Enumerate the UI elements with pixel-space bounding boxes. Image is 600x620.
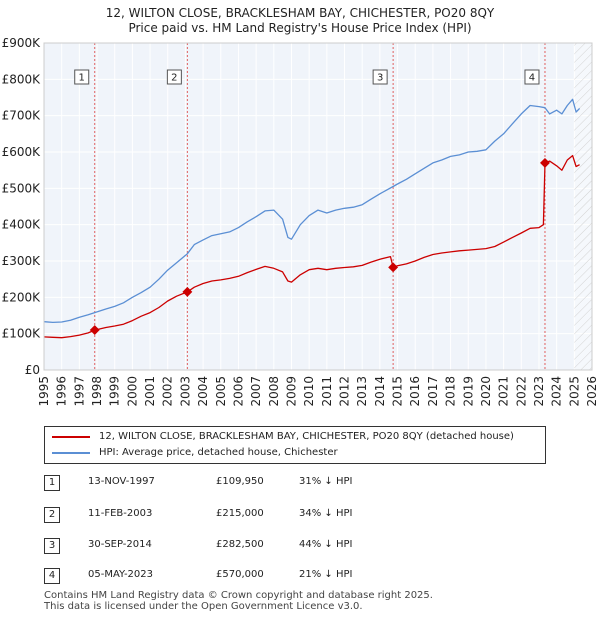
plot-border (43, 42, 593, 371)
sale-point (540, 157, 550, 168)
y-tick-label: £400K (2, 218, 42, 232)
sale-hpi-diff: 21% ↓ HPI (299, 569, 353, 580)
sale-marker-label: 1 (79, 73, 85, 84)
sale-date: 30-SEP-2014 (88, 539, 152, 550)
x-tick-label: 2000 (125, 376, 139, 407)
x-tick-label: 2014 (373, 376, 387, 407)
legend-swatch-hpi (52, 452, 90, 454)
sale-point (182, 286, 193, 297)
x-tick-label: 1998 (90, 376, 104, 407)
x-tick-label: 2012 (338, 376, 352, 407)
footer: Contains HM Land Registry data © Crown c… (44, 590, 433, 612)
y-tick-label: £900K (2, 36, 42, 50)
legend: 12, WILTON CLOSE, BRACKLESHAM BAY, CHICH… (44, 426, 546, 464)
footer-copyright: Contains HM Land Registry data © Crown c… (44, 590, 433, 601)
y-tick-label: £800K (2, 72, 42, 86)
x-tick-label: 2002 (161, 376, 175, 407)
y-tick-label: £600K (2, 145, 42, 159)
x-tick-label: 2013 (355, 376, 369, 407)
y-tick-label: £0 (25, 363, 40, 377)
sale-hpi-diff: 44% ↓ HPI (299, 539, 353, 550)
chart-title-line1: 12, WILTON CLOSE, BRACKLESHAM BAY, CHICH… (105, 6, 495, 20)
x-tick-label: 1999 (108, 376, 122, 407)
x-tick-label: 2021 (497, 376, 511, 407)
x-tick-label: 1996 (55, 376, 69, 407)
x-tick-label: 2016 (408, 376, 422, 407)
sale-date: 11-FEB-2003 (88, 508, 153, 519)
x-tick-label: 2024 (550, 376, 564, 407)
sale-row: 3 30-SEP-2014 £282,500 44% ↓ HPI (44, 537, 544, 555)
sale-date: 05-MAY-2023 (88, 569, 154, 580)
x-tick-label: 2004 (196, 376, 210, 407)
y-tick-label: £200K (2, 290, 42, 304)
plot-area (44, 43, 592, 370)
x-tick-label: 2019 (461, 376, 475, 407)
x-tick-label: 2006 (231, 376, 245, 407)
legend-label-property: 12, WILTON CLOSE, BRACKLESHAM BAY, CHICH… (99, 431, 514, 442)
legend-swatch-property (52, 436, 90, 438)
x-tick-label: 2007 (249, 376, 263, 407)
sale-point (388, 262, 399, 273)
sale-marker-box (372, 69, 388, 85)
footer-licence: This data is licensed under the Open Gov… (44, 601, 363, 612)
sale-marker-box (74, 69, 90, 85)
sale-number-badge: 4 (44, 568, 60, 584)
sale-row: 4 05-MAY-2023 £570,000 21% ↓ HPI (44, 567, 544, 585)
sale-row: 2 11-FEB-2003 £215,000 34% ↓ HPI (44, 506, 544, 524)
sale-marker-box (166, 69, 182, 85)
series-line-hpi (43, 98, 581, 324)
sale-row: 1 13-NOV-1997 £109,950 31% ↓ HPI (44, 474, 544, 492)
sale-date: 13-NOV-1997 (88, 476, 155, 487)
x-tick-label: 2011 (320, 376, 334, 407)
y-tick-label: £300K (2, 254, 42, 268)
x-tick-label: 2018 (444, 376, 458, 407)
sale-price: £215,000 (216, 508, 264, 519)
sale-hpi-diff: 34% ↓ HPI (299, 508, 353, 519)
sale-price: £282,500 (216, 539, 264, 550)
x-tick-label: 2003 (178, 376, 192, 407)
x-tick-label: 2008 (267, 376, 281, 407)
sale-marker-box (524, 69, 540, 85)
sale-marker-label: 4 (529, 73, 535, 84)
x-tick-label: 2020 (479, 376, 493, 407)
y-tick-label: £100K (2, 327, 42, 341)
x-tick-label: 1997 (72, 376, 86, 407)
sale-price: £570,000 (216, 569, 264, 580)
legend-label-hpi: HPI: Average price, detached house, Chic… (99, 447, 338, 458)
chart-title: 12, WILTON CLOSE, BRACKLESHAM BAY, CHICH… (0, 6, 600, 36)
x-tick-label: 2010 (302, 376, 316, 407)
sale-number-badge: 3 (44, 538, 60, 554)
chart-title-line2: Price paid vs. HM Land Registry's House … (128, 21, 472, 35)
sale-marker-label: 3 (377, 73, 383, 84)
y-tick-label: £700K (2, 109, 42, 123)
future-hatch-region (574, 43, 592, 370)
series-line-property (43, 154, 580, 339)
sale-number-badge: 2 (44, 507, 60, 523)
sale-marker-label: 2 (171, 73, 177, 84)
x-tick-label: 2017 (426, 376, 440, 407)
y-tick-label: £500K (2, 181, 42, 195)
x-tick-label: 2025 (567, 376, 581, 407)
x-tick-label: 2005 (214, 376, 228, 407)
x-tick-label: 2026 (585, 376, 599, 407)
x-tick-label: 2023 (532, 376, 546, 407)
x-tick-label: 2009 (284, 376, 298, 407)
x-tick-label: 2001 (143, 376, 157, 407)
sale-hpi-diff: 31% ↓ HPI (299, 476, 353, 487)
x-tick-label: 2015 (391, 376, 405, 407)
x-tick-label: 2022 (514, 376, 528, 407)
future-hatch-overlay (574, 43, 592, 370)
sale-price: £109,950 (216, 476, 264, 487)
sale-number-badge: 1 (44, 475, 60, 491)
x-tick-label: 1995 (37, 376, 51, 407)
